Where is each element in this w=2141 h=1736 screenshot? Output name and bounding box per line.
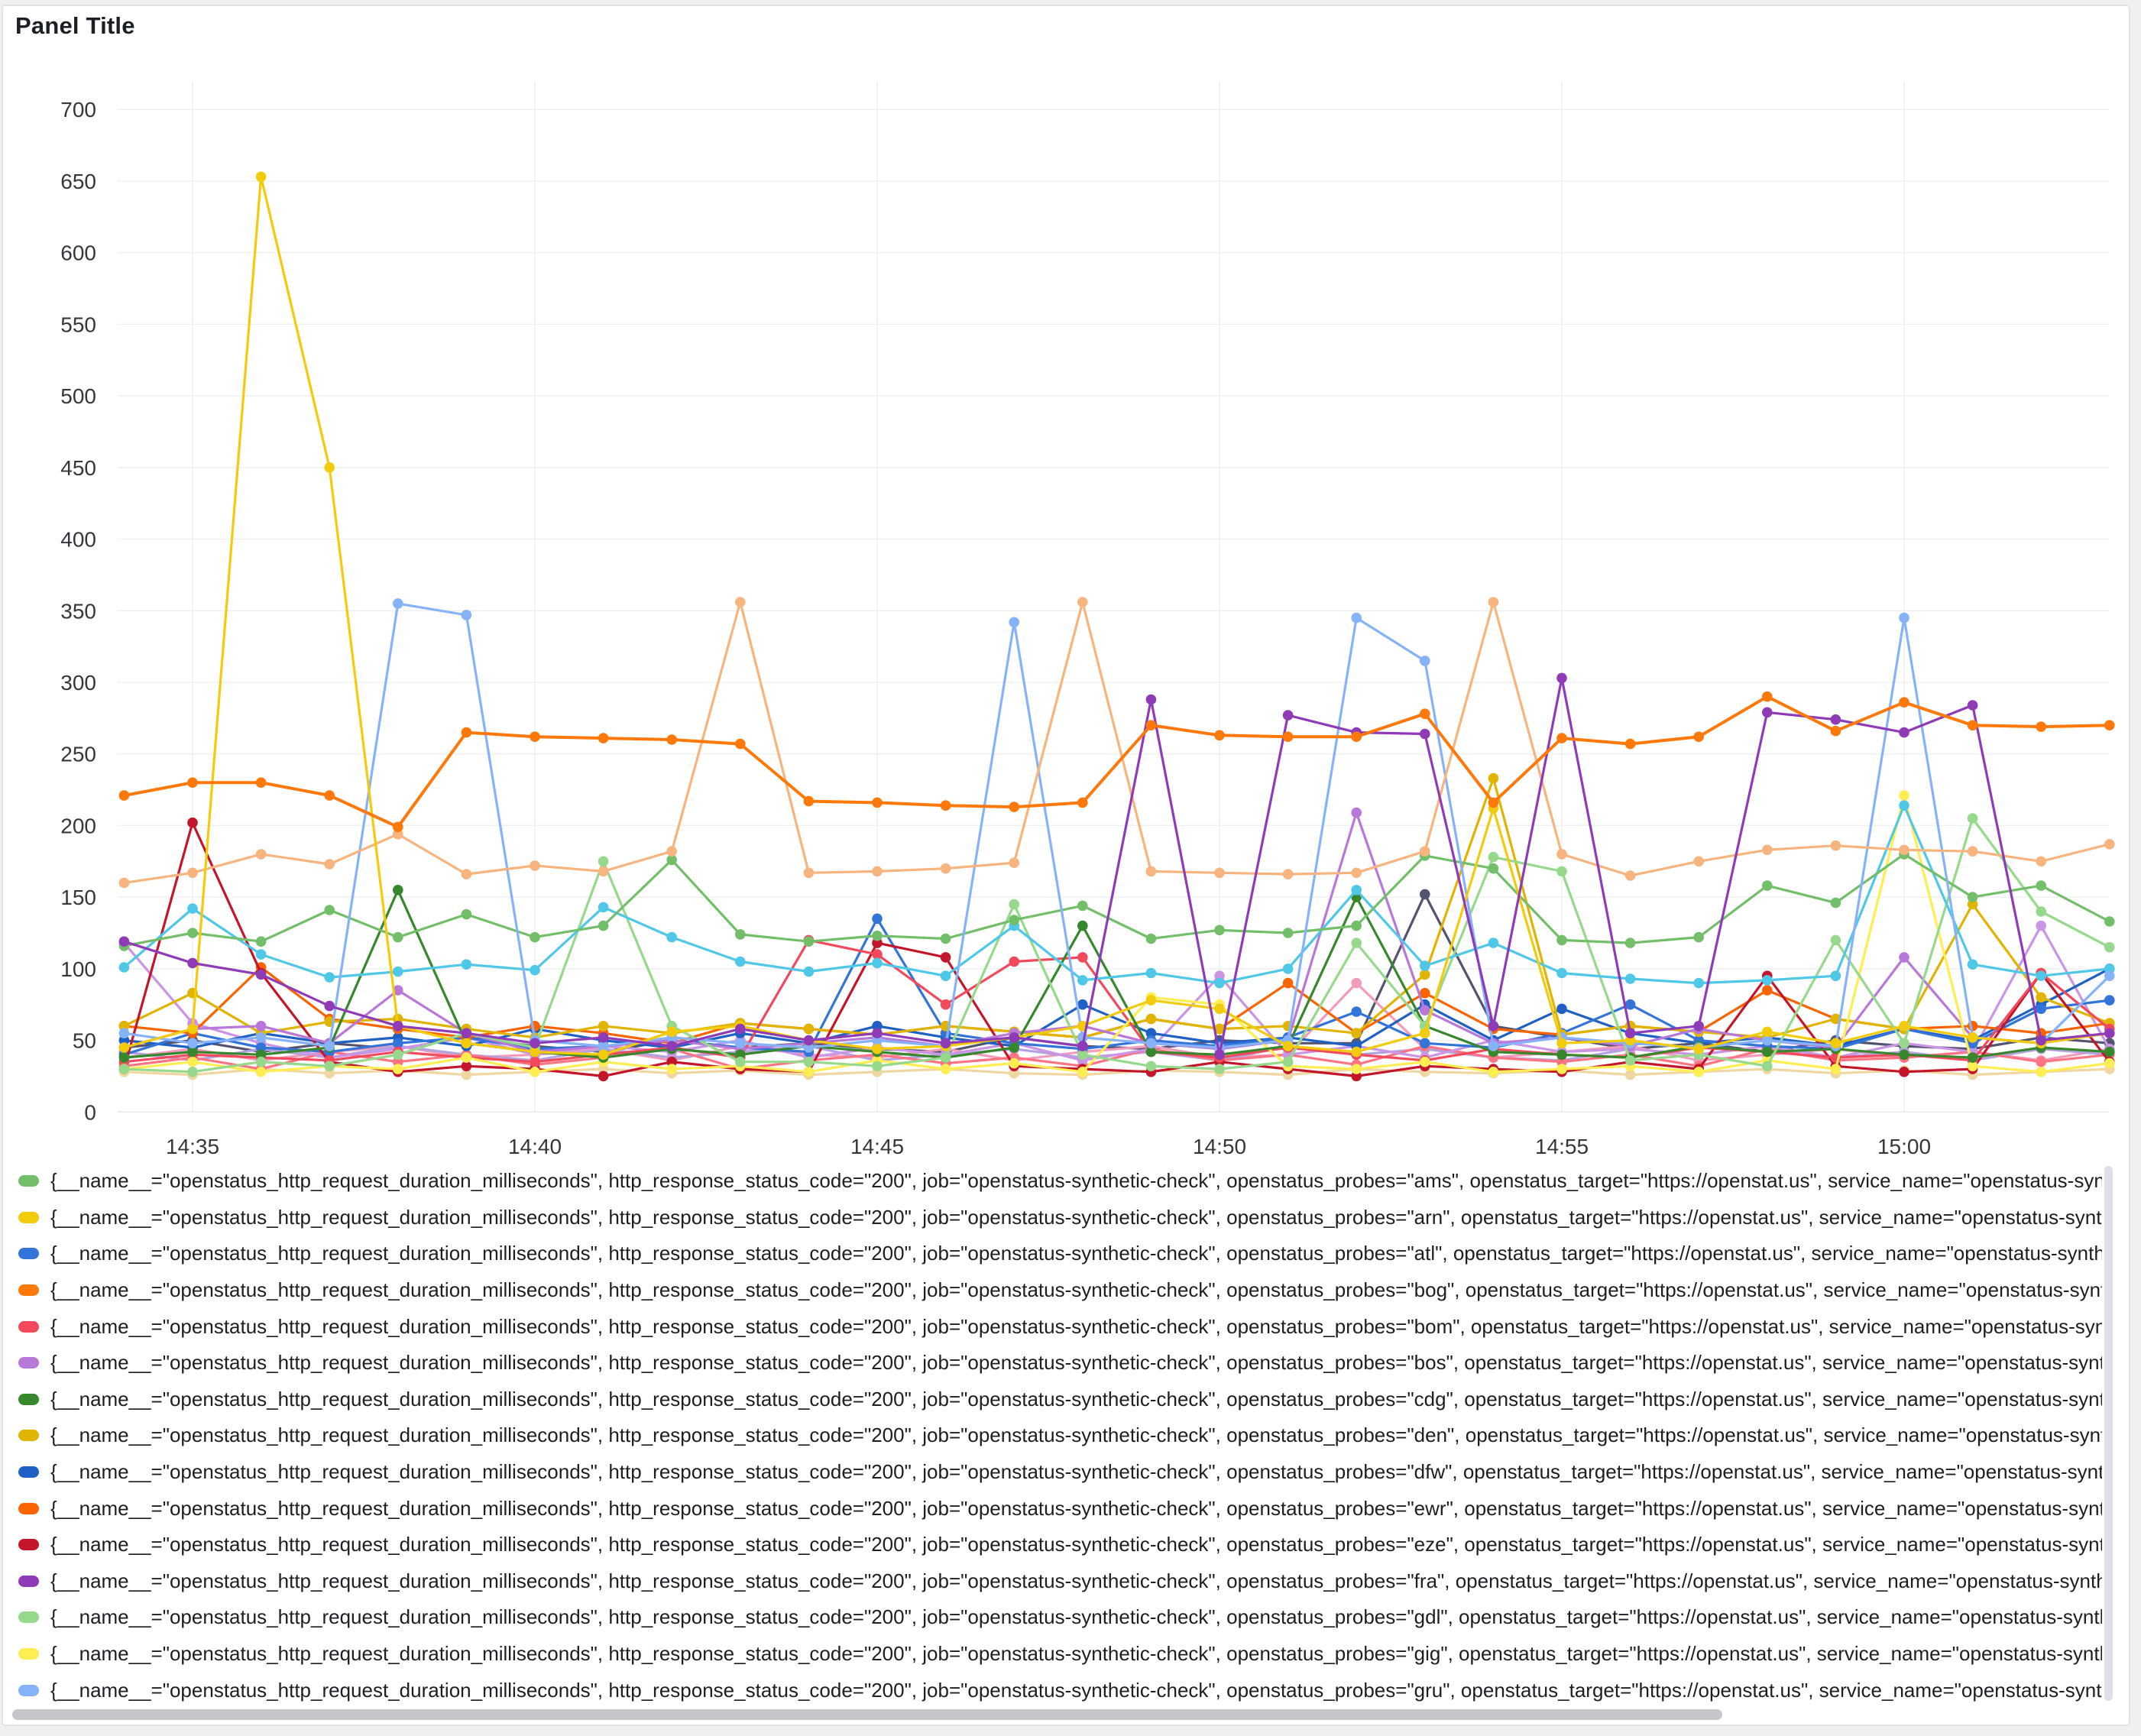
legend-label: {__name__="openstatus_http_request_durat… bbox=[50, 1678, 2102, 1702]
legend-label: {__name__="openstatus_http_request_durat… bbox=[50, 1351, 2102, 1375]
y-axis-tick-label: 350 bbox=[60, 599, 96, 623]
legend-label: {__name__="openstatus_http_request_durat… bbox=[50, 1460, 2102, 1484]
legend-item-gdl[interactable]: {__name__="openstatus_http_request_durat… bbox=[3, 1599, 2102, 1636]
series-fra bbox=[118, 672, 2115, 1061]
legend-swatch[interactable] bbox=[18, 1575, 39, 1587]
time-series-panel: Panel Title 0 50 100 150 200 250 300 350 400 450 5… bbox=[2, 5, 2130, 1726]
time-series-chart[interactable]: 0 50 100 150 200 250 300 350 400 450 500 550 600 650 7… bbox=[3, 6, 2130, 1160]
x-axis-tick-label: 14:55 bbox=[1535, 1135, 1589, 1158]
legend-swatch[interactable] bbox=[18, 1320, 39, 1333]
legend-swatch[interactable] bbox=[18, 1393, 39, 1405]
legend-item-ams[interactable]: {__name__="openstatus_http_request_durat… bbox=[3, 1163, 2102, 1200]
legend-label: {__name__="openstatus_http_request_durat… bbox=[50, 1242, 2102, 1265]
legend-label: {__name__="openstatus_http_request_durat… bbox=[50, 1169, 2102, 1193]
legend-swatch[interactable] bbox=[18, 1284, 39, 1297]
y-axis-tick-label: 250 bbox=[60, 743, 96, 766]
y-axis-tick-label: 450 bbox=[60, 456, 96, 480]
y-axis-tick-label: 200 bbox=[60, 814, 96, 837]
x-axis-tick-label: 14:45 bbox=[850, 1135, 904, 1158]
legend-label: {__name__="openstatus_http_request_durat… bbox=[50, 1533, 2102, 1556]
legend-label: {__name__="openstatus_http_request_durat… bbox=[50, 1423, 2102, 1447]
legend-item-bom[interactable]: {__name__="openstatus_http_request_durat… bbox=[3, 1308, 2102, 1345]
vertical-gridlines bbox=[192, 81, 1905, 1113]
legend-item-eze[interactable]: {__name__="openstatus_http_request_durat… bbox=[3, 1527, 2102, 1563]
y-axis-tick-label: 500 bbox=[60, 384, 96, 408]
x-axis-tick-label: 15:00 bbox=[1877, 1135, 1931, 1158]
legend-swatch[interactable] bbox=[18, 1539, 39, 1551]
legend-item-gig[interactable]: {__name__="openstatus_http_request_durat… bbox=[3, 1636, 2102, 1673]
series-cyan-extra bbox=[118, 800, 2115, 989]
legend-swatch[interactable] bbox=[18, 1248, 39, 1260]
y-axis-tick-label: 300 bbox=[60, 671, 96, 695]
legend: {__name__="openstatus_http_request_durat… bbox=[3, 1163, 2102, 1708]
legend-item-fra[interactable]: {__name__="openstatus_http_request_durat… bbox=[3, 1563, 2102, 1600]
legend-swatch[interactable] bbox=[18, 1357, 39, 1369]
legend-horizontal-scrollbar[interactable] bbox=[12, 1709, 1722, 1720]
legend-item-ewr[interactable]: {__name__="openstatus_http_request_durat… bbox=[3, 1490, 2102, 1527]
legend-swatch[interactable] bbox=[18, 1466, 39, 1479]
legend-label: {__name__="openstatus_http_request_durat… bbox=[50, 1605, 2102, 1629]
x-axis-tick-labels: 14:35 14:40 14:45 14:50 14:55 15:00 bbox=[166, 1135, 1931, 1158]
legend-swatch[interactable] bbox=[18, 1175, 39, 1187]
legend-label: {__name__="openstatus_http_request_durat… bbox=[50, 1569, 2102, 1592]
horizontal-gridlines bbox=[118, 108, 2109, 1113]
legend-swatch[interactable] bbox=[18, 1648, 39, 1660]
legend-item-bos[interactable]: {__name__="openstatus_http_request_durat… bbox=[3, 1345, 2102, 1381]
legend-label: {__name__="openstatus_http_request_durat… bbox=[50, 1642, 2102, 1666]
y-axis-tick-label: 650 bbox=[60, 170, 96, 193]
y-axis-tick-label: 50 bbox=[73, 1029, 96, 1053]
legend-item-cdg[interactable]: {__name__="openstatus_http_request_durat… bbox=[3, 1381, 2102, 1418]
legend-item-arn[interactable]: {__name__="openstatus_http_request_durat… bbox=[3, 1200, 2102, 1236]
y-axis-tick-label: 400 bbox=[60, 528, 96, 552]
legend-label: {__name__="openstatus_http_request_durat… bbox=[50, 1387, 2102, 1410]
legend-swatch[interactable] bbox=[18, 1211, 39, 1223]
series-ams bbox=[118, 849, 2115, 951]
legend-item-den[interactable]: {__name__="openstatus_http_request_durat… bbox=[3, 1417, 2102, 1454]
legend-swatch[interactable] bbox=[18, 1684, 39, 1696]
legend-swatch[interactable] bbox=[18, 1502, 39, 1514]
legend-item-bog[interactable]: {__name__="openstatus_http_request_durat… bbox=[3, 1272, 2102, 1309]
y-axis-tick-label: 550 bbox=[60, 313, 96, 336]
y-axis-tick-label: 0 bbox=[84, 1100, 96, 1124]
series-arn bbox=[118, 171, 2115, 1061]
legend-item-dfw[interactable]: {__name__="openstatus_http_request_durat… bbox=[3, 1454, 2102, 1491]
legend-label: {__name__="openstatus_http_request_durat… bbox=[50, 1278, 2102, 1302]
y-axis-tick-label: 100 bbox=[60, 957, 96, 981]
y-axis-tick-label: 700 bbox=[60, 98, 96, 121]
legend-label: {__name__="openstatus_http_request_durat… bbox=[50, 1496, 2102, 1520]
legend-item-atl[interactable]: {__name__="openstatus_http_request_durat… bbox=[3, 1236, 2102, 1272]
legend-vertical-scrollbar[interactable] bbox=[2104, 1166, 2113, 1701]
y-axis-tick-label: 150 bbox=[60, 886, 96, 909]
y-axis-tick-labels: 0 50 100 150 200 250 300 350 400 450 500 550 600 650 7… bbox=[60, 98, 96, 1124]
series-salmon-extra bbox=[118, 597, 2115, 889]
x-axis-tick-label: 14:40 bbox=[508, 1135, 562, 1158]
legend-swatch[interactable] bbox=[18, 1430, 39, 1442]
legend-label: {__name__="openstatus_http_request_durat… bbox=[50, 1205, 2102, 1229]
legend-swatch[interactable] bbox=[18, 1611, 39, 1624]
y-axis-tick-label: 600 bbox=[60, 241, 96, 265]
panel-title[interactable]: Panel Title bbox=[15, 12, 135, 39]
series-gdl bbox=[118, 813, 2115, 1077]
legend-label: {__name__="openstatus_http_request_durat… bbox=[50, 1314, 2102, 1338]
series-bog bbox=[118, 691, 2115, 833]
chart-series bbox=[118, 171, 2115, 1082]
x-axis-tick-label: 14:50 bbox=[1193, 1135, 1246, 1158]
legend-item-gru[interactable]: {__name__="openstatus_http_request_durat… bbox=[3, 1672, 2102, 1708]
x-axis-tick-label: 14:35 bbox=[166, 1135, 219, 1158]
